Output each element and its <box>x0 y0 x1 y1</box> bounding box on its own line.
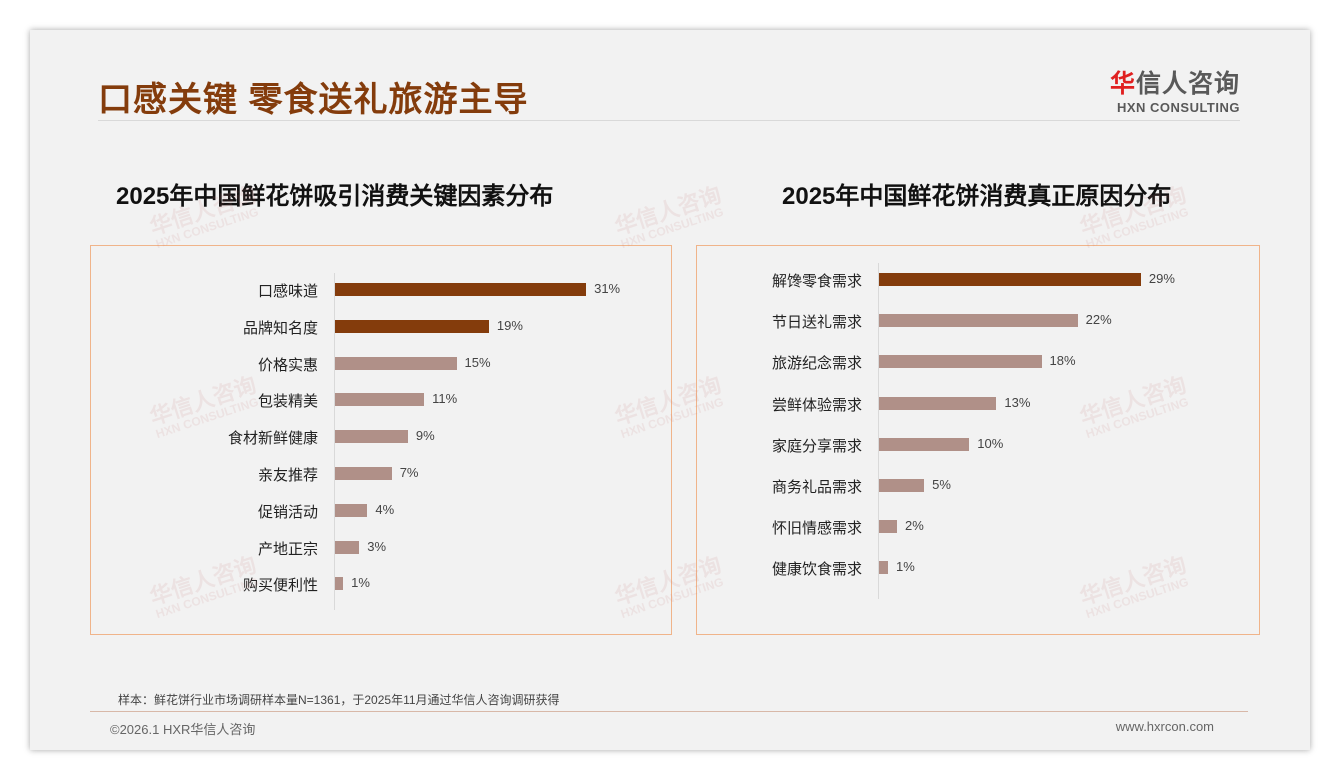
category-label: 包装精美 <box>257 393 318 411</box>
data-label: 29% <box>1148 271 1175 286</box>
data-label: 1% <box>351 575 370 591</box>
bar <box>335 430 408 444</box>
category-label: 亲友推荐 <box>257 467 318 484</box>
bar <box>335 577 344 591</box>
bar <box>335 283 587 296</box>
y-axis-line <box>878 263 879 599</box>
copyright: ©2026.1 HXR华信人咨询 <box>110 722 256 737</box>
divider <box>98 120 1240 121</box>
bar <box>879 355 1042 369</box>
sample-note: 样本：鲜花饼行业市场调研样本量N=1361，于2025年11月通过华信人咨询调研… <box>118 693 560 707</box>
bar <box>335 319 489 333</box>
footer-divider <box>90 711 1248 712</box>
data-label: 9% <box>415 428 435 444</box>
watermark-en: HXN CONSULTING <box>1083 204 1191 252</box>
logo-en: HXN CONSULTING <box>1116 100 1240 115</box>
data-label: 22% <box>1085 312 1112 328</box>
category-label: 怀旧情感需求 <box>771 520 862 538</box>
watermark-en: HXN CONSULTING <box>618 204 726 252</box>
category-label: 口感味道 <box>257 283 318 300</box>
chart-title-right: 2025年中国鲜花饼消费真正原因分布 <box>782 183 1172 210</box>
watermark: 华信人咨询 HXN CONSULTING <box>611 181 727 252</box>
data-label: 1% <box>896 559 915 575</box>
bar <box>879 396 997 410</box>
data-label: 11% <box>432 391 458 407</box>
data-label: 15% <box>464 354 491 370</box>
watermark-en: HXN CONSULTING <box>153 204 261 252</box>
bar <box>335 540 360 554</box>
category-label: 健康饮食需求 <box>771 561 862 579</box>
bar <box>879 437 970 451</box>
category-label: 解馋零食需求 <box>771 273 862 290</box>
bar <box>335 467 392 480</box>
category-label: 购买便利性 <box>242 577 318 595</box>
data-label: 7% <box>399 465 419 480</box>
category-label: 食材新鲜健康 <box>227 430 318 448</box>
website-link[interactable]: www.hxrcon.com <box>1115 719 1214 734</box>
category-label: 产地正宗 <box>257 540 318 558</box>
category-label: 尝鲜体验需求 <box>771 396 862 414</box>
category-label: 旅游纪念需求 <box>771 355 862 373</box>
data-label: 5% <box>932 477 951 492</box>
bar <box>879 314 1078 328</box>
category-label: 价格实惠 <box>257 356 318 374</box>
data-label: 2% <box>905 518 924 534</box>
logo: 华信人咨询 HXN CONSULTING <box>1110 64 1240 115</box>
data-label: 4% <box>375 501 395 517</box>
page-title: 口感关键 零食送礼旅游主导 <box>98 81 529 119</box>
bar <box>335 393 425 407</box>
bar <box>879 479 925 492</box>
category-label: 家庭分享需求 <box>771 437 862 455</box>
category-label: 促销活动 <box>257 503 318 521</box>
data-label: 13% <box>1004 394 1031 410</box>
y-axis-line <box>334 273 335 611</box>
data-label: 3% <box>367 538 387 554</box>
chart-panel-left: 口感味道 31% 品牌知名度 19% 价格实惠 15% 包装精美 11% 食材新鲜健康 9% 亲友推… <box>90 245 672 635</box>
category-label: 商务礼品需求 <box>771 479 862 496</box>
category-label: 品牌知名度 <box>242 319 318 337</box>
bar <box>879 520 898 534</box>
slide: 口感关键 零食送礼旅游主导 华信人咨询 HXN CONSULTING 2025年… <box>30 30 1310 750</box>
category-label: 节日送礼需求 <box>771 314 862 332</box>
logo-red: 华 <box>1109 70 1136 98</box>
bar <box>879 273 1141 286</box>
data-label: 31% <box>594 281 621 296</box>
chart-panel-right: 解馋零食需求 29% 节日送礼需求 22% 旅游纪念需求 18% 尝鲜体验需求 13% 家庭分享… <box>696 245 1260 635</box>
data-label: 19% <box>496 317 523 333</box>
watermark-cn: 华信人咨询 <box>611 181 725 240</box>
bar <box>335 503 368 517</box>
logo-text: 信人咨询 <box>1135 70 1240 98</box>
data-label: 10% <box>977 435 1004 451</box>
data-label: 18% <box>1049 353 1076 369</box>
bar <box>879 561 889 575</box>
bar <box>335 356 457 370</box>
chart-title-left: 2025年中国鲜花饼吸引消费关键因素分布 <box>116 183 554 210</box>
